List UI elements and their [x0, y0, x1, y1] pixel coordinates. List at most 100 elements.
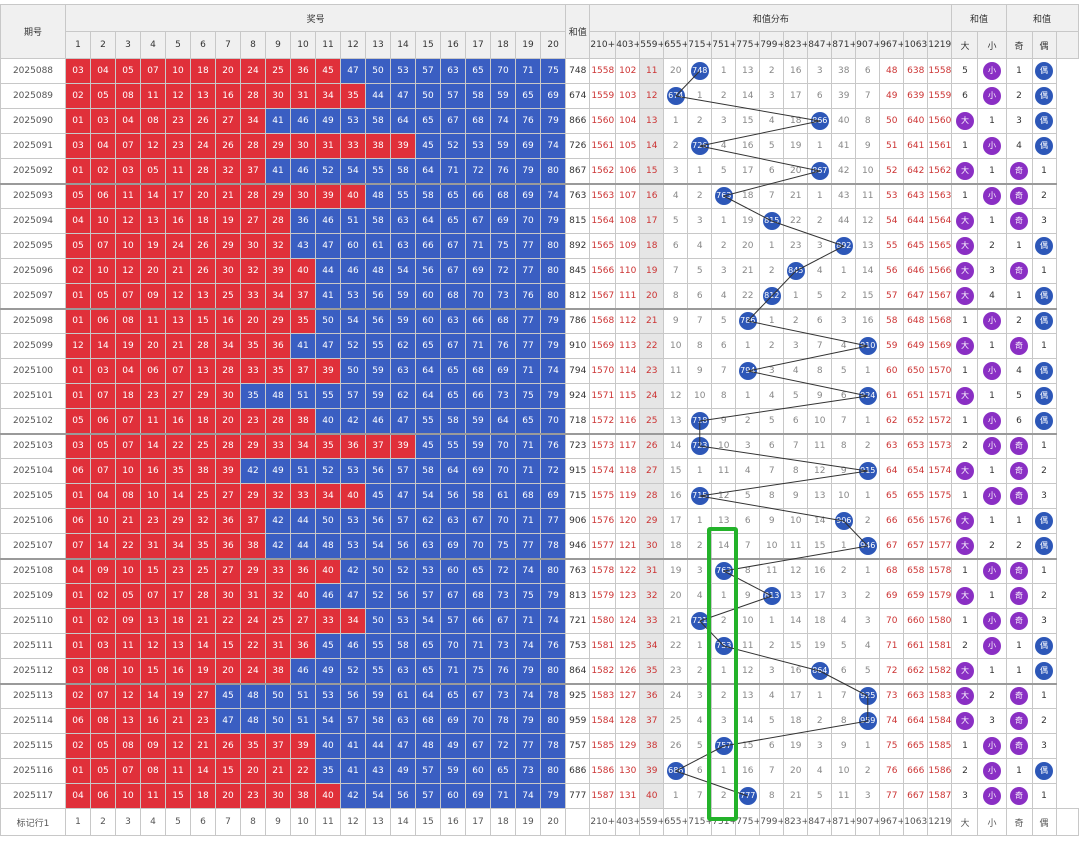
- number-cell: 07: [90, 682, 116, 709]
- tail-cell: 大: [951, 682, 979, 709]
- tail-cell: 奇: [1005, 708, 1033, 734]
- number-cell: 77: [515, 733, 541, 759]
- dist-header: 和值分布: [589, 4, 953, 32]
- dist-cell: 6: [807, 307, 833, 334]
- tail-cell: 1: [1005, 233, 1033, 259]
- number-cell: 04: [115, 358, 141, 384]
- dist-cell: 5: [759, 408, 785, 434]
- sum-ball: 906: [834, 512, 853, 530]
- table-row: 2025116 01 05 07 08 11 14 15 20 21 22 35 41 43 49 57 59 6…: [0, 758, 1079, 784]
- dist-cell: 3: [663, 158, 689, 184]
- number-cell: 63: [390, 233, 416, 259]
- number-cell: 17: [165, 182, 191, 209]
- table-row: 2025090 01 03 04 08 23 26 27 34 41 46 49 53 58 64 65 67 6…: [0, 108, 1079, 134]
- number-cell: 30: [290, 133, 316, 159]
- number-cell: 67: [465, 733, 491, 759]
- footer-cell: 10: [290, 808, 316, 836]
- table-row: 2025111 01 03 11 12 13 14 15 22 31 36 45 46 55 58 65 70 7…: [0, 633, 1079, 659]
- dist-cell: 7: [759, 182, 785, 209]
- number-cell: 27: [290, 608, 316, 634]
- dist-cell: 845: [783, 258, 809, 284]
- dist-cell: 22: [639, 333, 665, 359]
- prize-header: 奖号: [64, 4, 567, 32]
- number-cell: 44: [365, 83, 391, 109]
- dist-cell: 5: [759, 133, 785, 159]
- footer-cell: [1055, 808, 1079, 836]
- tail-cell: 1: [1031, 333, 1057, 359]
- number-cell: 32: [240, 258, 266, 284]
- number-cell: 20: [140, 258, 166, 284]
- number-cell: 64: [415, 158, 441, 184]
- dist-cell: 1580: [589, 608, 617, 634]
- small-ball: 小: [982, 737, 1001, 755]
- number-cell: 18: [190, 208, 216, 234]
- sum-cell: 915: [565, 458, 591, 484]
- number-cell: 39: [215, 458, 241, 484]
- odd-ball: 奇: [1010, 612, 1028, 630]
- dist-cell: 21: [783, 783, 809, 809]
- dist-cell: 126: [615, 658, 641, 684]
- tail-col-header: [1055, 31, 1079, 59]
- number-cell: 14: [140, 182, 166, 209]
- sum-cell: 813: [565, 583, 591, 609]
- dist-cell: 16: [783, 658, 809, 684]
- number-cell: 35: [315, 758, 341, 784]
- number-cell: 67: [440, 233, 466, 259]
- number-cell: 04: [90, 58, 116, 84]
- number-cell: 52: [340, 333, 366, 359]
- dist-cell: 648: [903, 307, 929, 334]
- dist-cell: 15: [639, 158, 665, 184]
- sum-cell: 906: [565, 508, 591, 534]
- dist-cell: 2: [807, 708, 833, 734]
- sum-cell: 867: [565, 158, 591, 184]
- number-cell: 67: [465, 208, 491, 234]
- dist-cell: 5: [735, 483, 761, 509]
- number-cell: 31: [315, 133, 341, 159]
- number-cell: 49: [390, 758, 416, 784]
- number-cell: 30: [290, 182, 316, 209]
- number-cell: 46: [340, 258, 366, 284]
- dist-cell: 17: [783, 682, 809, 709]
- number-cell: 22: [215, 608, 241, 634]
- dist-cell: 15: [807, 533, 833, 559]
- number-cell: 02: [65, 258, 91, 284]
- footer-cell: 775+: [735, 808, 761, 836]
- number-cell: 61: [365, 233, 391, 259]
- number-cell: 22: [240, 633, 266, 659]
- tail-cell: 1: [1005, 658, 1033, 684]
- dist-cell: 1: [663, 783, 689, 809]
- dist-cell: 36: [639, 682, 665, 709]
- tail-cell: 小: [977, 608, 1007, 634]
- table-row: 2025109 01 02 05 07 17 28 30 31 32 40 46 47 52 56 57 67 6…: [0, 583, 1079, 609]
- dist-cell: 1582: [927, 658, 953, 684]
- number-cell: 54: [365, 533, 391, 559]
- tail-cell: 2: [1031, 458, 1057, 484]
- number-cell: 07: [140, 58, 166, 84]
- dist-cell: 644: [903, 208, 929, 234]
- big-ball: 大: [955, 536, 974, 555]
- number-cell: 49: [265, 458, 291, 484]
- dist-cell: 22: [783, 208, 809, 234]
- dist-cell: 642: [903, 158, 929, 184]
- number-cell: 68: [440, 283, 466, 309]
- sum-cell: 959: [565, 708, 591, 734]
- odd-ball: 奇: [1010, 337, 1028, 355]
- tail-cell: 小: [977, 633, 1007, 659]
- dist-cell: 2: [687, 182, 713, 209]
- footer-cell: 6: [190, 808, 216, 836]
- dist-cell: 31: [639, 557, 665, 584]
- tail-cell: 小: [977, 58, 1007, 84]
- number-cell: 50: [365, 608, 391, 634]
- sum-ball: 815: [762, 212, 781, 230]
- number-cell: 69: [440, 533, 466, 559]
- dist-cell: 3: [711, 108, 737, 134]
- dist-cell: 11: [639, 58, 665, 84]
- number-cell: 74: [539, 358, 567, 384]
- sum-cell: 892: [565, 233, 591, 259]
- number-cell: 58: [365, 708, 391, 734]
- dist-cell: 1: [855, 358, 881, 384]
- footer-cell: 210+: [589, 808, 617, 836]
- big-ball: 大: [955, 687, 974, 706]
- number-cell: 55: [365, 333, 391, 359]
- dist-cell: 6: [663, 233, 689, 259]
